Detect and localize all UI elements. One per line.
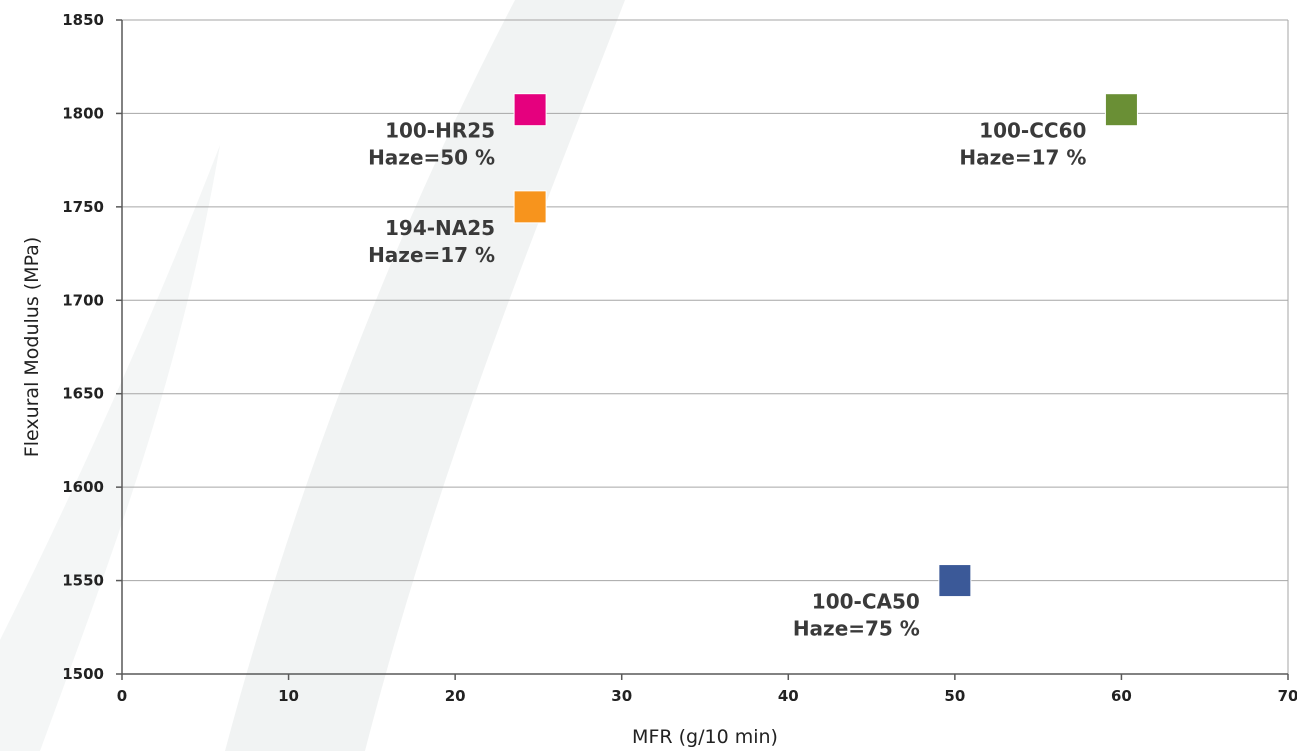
x-axis-title: MFR (g/10 min)	[632, 726, 778, 748]
background-decoration	[0, 0, 625, 751]
data-point-label: 100-CA50	[812, 590, 920, 614]
data-point-haze-label: Haze=17 %	[368, 243, 495, 267]
data-points: 100-HR25 Haze=50 % 194-NA25 Haze=17 % 100-CC…	[368, 93, 1138, 641]
y-tick-label: 1500	[62, 665, 104, 683]
x-tick-label: 20	[445, 687, 466, 705]
data-point-marker	[513, 93, 547, 127]
axes	[116, 19, 1289, 680]
y-tick-label: 1750	[62, 198, 104, 216]
data-point-marker	[938, 564, 972, 598]
y-tick-labels: 1500 1550 1600 1650 1700 1750 1800 1850	[62, 11, 104, 683]
grid-lines	[122, 19, 1289, 674]
y-tick-label: 1800	[62, 104, 104, 122]
data-point-marker	[1104, 93, 1138, 127]
data-point-haze-label: Haze=75 %	[793, 617, 920, 641]
x-tick-label: 50	[944, 687, 965, 705]
data-point-marker	[513, 190, 547, 224]
data-point-label: 100-HR25	[385, 119, 495, 143]
y-tick-label: 1700	[62, 291, 104, 309]
x-tick-label: 40	[778, 687, 799, 705]
y-axis-title: Flexural Modulus (MPa)	[21, 237, 43, 457]
y-tick-label: 1550	[62, 572, 104, 590]
x-tick-label: 0	[117, 687, 127, 705]
x-tick-label: 70	[1278, 687, 1297, 705]
x-tick-label: 30	[611, 687, 632, 705]
x-tick-label: 10	[278, 687, 299, 705]
data-point-haze-label: Haze=17 %	[959, 146, 1086, 170]
data-point-label: 100-CC60	[979, 119, 1086, 143]
x-tick-label: 60	[1111, 687, 1132, 705]
data-point-label: 194-NA25	[385, 216, 495, 240]
y-tick-label: 1650	[62, 385, 104, 403]
y-tick-label: 1600	[62, 478, 104, 496]
x-tick-labels: 0 10 20 30 40 50 60 70	[117, 687, 1297, 705]
data-point-haze-label: Haze=50 %	[368, 146, 495, 170]
y-tick-label: 1850	[62, 11, 104, 29]
